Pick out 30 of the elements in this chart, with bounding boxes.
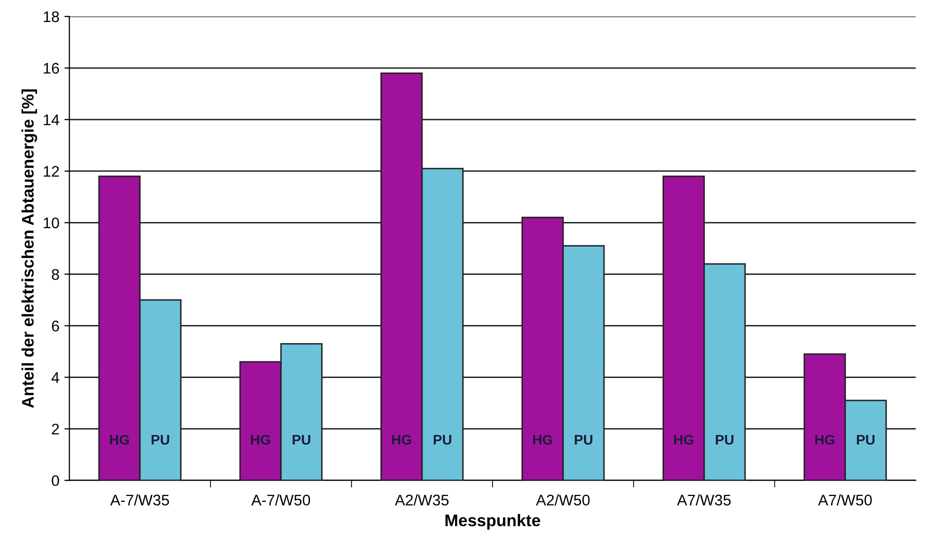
x-tick-label: A-7/W50 — [251, 494, 310, 506]
text: HG — [110, 434, 130, 445]
text: PU — [152, 434, 170, 445]
y-tick-label: 18 — [44, 11, 59, 22]
y-tick-label: 12 — [44, 166, 59, 177]
y-tick-label: 6 — [52, 320, 59, 332]
y-axis-title: Anteil der elektrischen Abtauenergie [%] — [21, 89, 38, 408]
x-tick-label: A7/W35 — [677, 494, 731, 506]
y-tick-label: 4 — [52, 372, 60, 383]
y-tick-label: 16 — [44, 62, 59, 74]
y-tick-label: 0 — [52, 475, 60, 486]
text: PU — [716, 434, 734, 445]
y-tick-label: 8 — [52, 269, 59, 280]
y-tick-label: 14 — [44, 114, 60, 126]
y-tick-label: 2 — [52, 424, 59, 434]
text: HG — [815, 434, 834, 445]
y-tick-label: 10 — [44, 218, 60, 228]
text: HG — [533, 434, 552, 445]
text: PU — [574, 434, 592, 445]
x-axis-title: Messpunkte — [446, 514, 540, 530]
x-tick-label: A-7/W35 — [110, 494, 169, 506]
series-label: HG — [392, 434, 412, 445]
x-tick-label: A2/W50 — [536, 494, 590, 506]
text: HG — [251, 434, 270, 445]
x-tick-label: A2/W35 — [394, 494, 449, 506]
x-tick-label: A7/W50 — [818, 494, 872, 506]
text: HG — [674, 434, 694, 445]
text: PU — [434, 434, 452, 445]
series-label: PU — [292, 434, 310, 445]
text: PU — [856, 434, 874, 445]
